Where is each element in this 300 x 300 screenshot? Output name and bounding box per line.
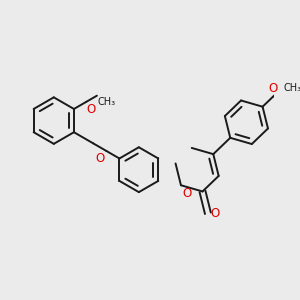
Text: O: O — [210, 207, 219, 220]
Text: CH₃: CH₃ — [283, 83, 300, 93]
Text: O: O — [183, 188, 192, 200]
Text: O: O — [87, 103, 96, 116]
Text: O: O — [268, 82, 278, 95]
Text: CH₃: CH₃ — [98, 97, 116, 107]
Text: O: O — [96, 152, 105, 165]
